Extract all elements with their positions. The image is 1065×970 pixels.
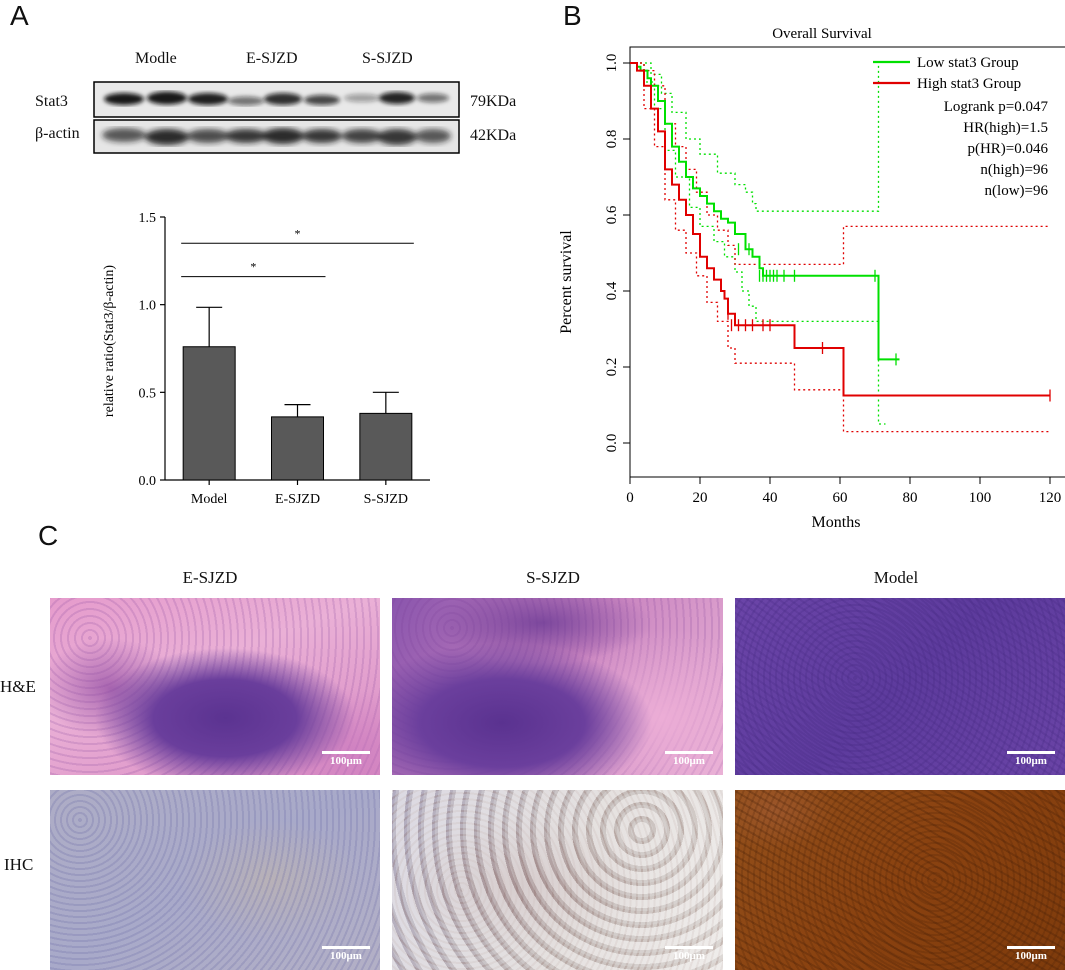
bar-y-tick-label: 1.5	[139, 211, 157, 226]
scale-bar: 100μm	[1007, 751, 1055, 767]
legend-label-low: Low stat3 Group	[917, 55, 1019, 71]
surv-x-tick-label: 100	[969, 490, 992, 506]
he-image-model: 100μm	[735, 598, 1065, 775]
bar-category-label: S-SJZD	[364, 492, 408, 507]
significance-star: *	[295, 226, 301, 240]
ihc-image-model: 100μm	[735, 790, 1065, 970]
surv-x-tick-label: 40	[763, 490, 778, 506]
bar-chart: 0.0 0.5 1.0 1.5 Model E-SJZD S-SJZD * * relati…	[102, 211, 430, 507]
western-blot: Modle E-SJZD S-SJZD Stat3 β-actin 79KDa …	[0, 0, 560, 170]
surv-stat-text: n(high)=96	[980, 162, 1048, 178]
surv-y-tick-label: 0.4	[604, 281, 620, 300]
surv-x-tick-label: 80	[903, 490, 918, 506]
bar-category-label: Model	[191, 492, 228, 507]
wb-group-modle: Modle	[135, 50, 177, 67]
surv-ci-upper-high	[630, 62, 1050, 266]
he-image-e-sjzd: 100μm	[50, 598, 380, 775]
surv-stat-text: Logrank p=0.047	[944, 99, 1049, 115]
wb-size-actin: 42KDa	[470, 127, 517, 144]
surv-stat-text: n(low)=96	[985, 183, 1049, 199]
survival-chart: Overall Survival 0 20 40 60 80 100 120 0.0 0.2 0.…	[558, 26, 1065, 531]
surv-y-tick-label: 0.8	[604, 130, 620, 149]
surv-y-tick-label: 0.2	[604, 358, 620, 377]
surv-y-tick-label: 0.6	[604, 205, 620, 224]
wb-label-stat3: Stat3	[35, 93, 68, 110]
ihc-image-s-sjzd: 100μm	[392, 790, 723, 970]
surv-x-tick-label: 60	[833, 490, 848, 506]
histology-row-he: H&E	[0, 677, 36, 696]
he-image-s-sjzd: 100μm	[392, 598, 723, 775]
wb-group-e-sjzd: E-SJZD	[246, 50, 298, 67]
surv-ci-upper-low	[630, 62, 880, 212]
bar-e-sjzd	[271, 416, 324, 481]
wb-label-actin: β-actin	[35, 125, 80, 142]
surv-x-tick-label: 0	[626, 490, 634, 506]
panel-label-b: B	[563, 0, 582, 31]
bar-y-tick-label: 0.0	[139, 474, 157, 489]
wb-size-stat3: 79KDa	[470, 93, 517, 110]
bar-y-tick-label: 0.5	[139, 386, 157, 401]
panel-label-c: C	[38, 520, 59, 551]
bar-s-sjzd	[359, 412, 413, 481]
surv-x-tick-label: 20	[693, 490, 708, 506]
bar-category-label: E-SJZD	[275, 492, 320, 507]
scale-bar: 100μm	[1007, 946, 1055, 962]
surv-stat-text: p(HR)=0.046	[967, 141, 1048, 157]
scale-bar: 100μm	[322, 946, 370, 962]
surv-stat-text: HR(high)=1.5	[963, 120, 1048, 136]
wb-group-s-sjzd: S-SJZD	[362, 50, 413, 67]
histology-col-s-sjzd: S-SJZD	[526, 568, 580, 587]
scale-bar: 100μm	[665, 946, 713, 962]
histology-col-model: Model	[873, 568, 919, 587]
surv-ci-lower-low	[630, 62, 886, 425]
scale-bar: 100μm	[665, 751, 713, 767]
surv-y-tick-label: 0.0	[604, 434, 620, 453]
bar-y-tick-label: 1.0	[139, 299, 157, 314]
wb-bands	[93, 81, 460, 154]
panel-label-a: A	[10, 0, 29, 31]
survival-ylabel: Percent survival	[558, 230, 575, 334]
surv-x-tick-label: 120	[1039, 490, 1062, 506]
bar-model	[182, 346, 236, 481]
bar-ylabel: relative ratio(Stat3/β-actin)	[102, 265, 117, 417]
histology-row-ihc: IHC	[4, 855, 34, 874]
surv-curve-high	[630, 62, 1050, 397]
surv-y-tick-label: 1.0	[604, 54, 620, 73]
legend-label-high: High stat3 Group	[917, 76, 1021, 92]
significance-star: *	[250, 260, 256, 274]
surv-ci-lower-high	[630, 62, 1050, 433]
survival-xlabel: Months	[812, 514, 861, 531]
histology-col-e-sjzd: E-SJZD	[182, 568, 238, 587]
scale-bar: 100μm	[322, 751, 370, 767]
surv-curve-low	[630, 62, 900, 361]
ihc-image-e-sjzd: 100μm	[50, 790, 380, 970]
survival-title: Overall Survival	[772, 26, 872, 42]
